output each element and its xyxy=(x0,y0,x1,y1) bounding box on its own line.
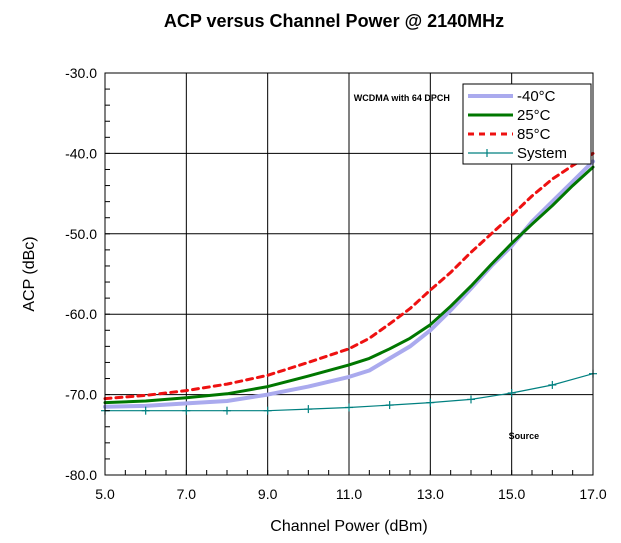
legend-label: 25°C xyxy=(517,107,551,124)
x-tick-label: 13.0 xyxy=(417,486,444,502)
series-layer xyxy=(101,151,597,415)
chart-title: ACP versus Channel Power @ 2140MHz xyxy=(164,11,504,31)
x-tick-label: 15.0 xyxy=(498,486,525,502)
annotation-label: Source xyxy=(509,431,540,441)
x-tick-label: 11.0 xyxy=(336,486,362,502)
y-tick-label: -80.0 xyxy=(65,467,97,483)
legend-label: 85°C xyxy=(517,126,551,143)
y-tick-label: -50.0 xyxy=(65,226,97,242)
legend-label: System xyxy=(517,145,567,162)
y-tick-label: -70.0 xyxy=(65,387,97,403)
series-line-40c xyxy=(103,159,595,409)
x-axis-label: Channel Power (dBm) xyxy=(270,518,427,535)
series-line-25c xyxy=(103,165,595,405)
y-axis-label: ACP (dBc) xyxy=(21,236,38,311)
y-axis-ticks: -80.0 -70.0 -60.0 -50.0 -40.0 -30.0 xyxy=(65,65,110,483)
x-tick-label: 9.0 xyxy=(258,486,278,502)
x-tick-label: 7.0 xyxy=(177,486,197,502)
chart-annotations: WCDMA with 64 DPCH Source xyxy=(354,93,539,441)
chart-legend: -40°C 25°C 85°C System xyxy=(462,83,592,165)
x-axis-ticks: 5.0 7.0 9.0 11.0 13.0 15.0 17.0 xyxy=(95,470,607,502)
x-tick-label: 17.0 xyxy=(579,486,606,502)
x-tick-label: 5.0 xyxy=(95,486,115,502)
legend-label: -40°C xyxy=(517,88,556,105)
y-tick-label: -30.0 xyxy=(65,65,97,81)
y-tick-label: -40.0 xyxy=(65,145,97,161)
annotation-label: WCDMA with 64 DPCH xyxy=(354,93,450,103)
y-tick-label: -60.0 xyxy=(65,306,97,322)
series-line-85c xyxy=(103,151,595,401)
